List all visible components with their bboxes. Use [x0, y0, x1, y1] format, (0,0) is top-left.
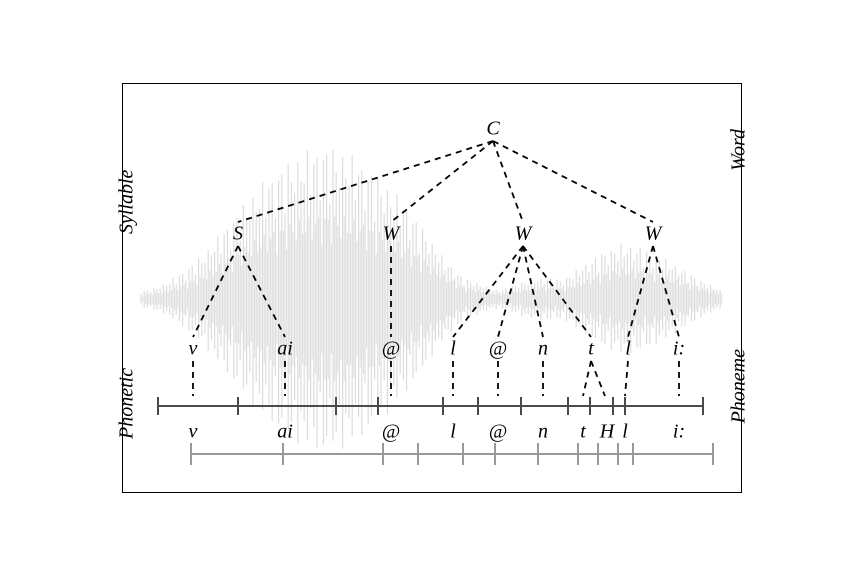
node-l1: l — [450, 338, 456, 361]
phonetic-label-7: H — [600, 421, 614, 444]
node-at1: @ — [382, 338, 400, 361]
phonetic-label-9: i: — [673, 421, 685, 444]
tier-label-phonetic: Phonetic — [116, 368, 139, 439]
phonetic-top-tier — [158, 397, 703, 415]
phonetic-label-0: v — [189, 421, 198, 444]
waveform — [141, 150, 722, 449]
diagram-frame: CSWWWvai@l@ntli:vai@l@ntHli:WordSyllable… — [122, 83, 742, 493]
node-n: n — [538, 338, 548, 361]
phonetic-label-3: l — [450, 421, 456, 444]
svg-layer — [123, 84, 743, 494]
tier-label-phoneme: Phoneme — [728, 349, 751, 423]
phonetic-label-5: n — [538, 421, 548, 444]
phonetic-label-4: @ — [489, 421, 507, 444]
node-t: t — [588, 338, 594, 361]
node-ai: ai — [277, 338, 293, 361]
node-v: v — [189, 338, 198, 361]
phonetic-label-1: ai — [277, 421, 293, 444]
tier-label-word: Word — [728, 129, 751, 171]
node-W3: W — [645, 223, 662, 246]
node-l2: l — [625, 338, 631, 361]
node-ii: i: — [673, 338, 685, 361]
phonetic-label-8: l — [622, 421, 628, 444]
node-C: C — [486, 118, 499, 141]
node-W2: W — [515, 223, 532, 246]
tier-label-syllable: Syllable — [116, 170, 139, 234]
node-S: S — [233, 223, 243, 246]
phonetic-bottom-tier — [191, 443, 713, 465]
node-at2: @ — [489, 338, 507, 361]
node-W1: W — [383, 223, 400, 246]
phonetic-label-6: t — [580, 421, 586, 444]
phonetic-label-2: @ — [382, 421, 400, 444]
